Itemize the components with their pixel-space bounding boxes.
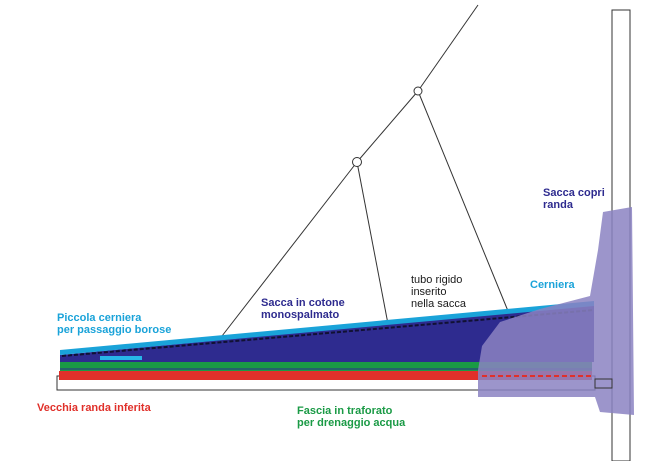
label-line: per drenaggio acqua xyxy=(297,417,406,429)
label-tubo-rigido: tubo rigido inserito nella sacca xyxy=(411,274,466,310)
label-line: inserito xyxy=(411,286,447,298)
label-line: monospalmato xyxy=(261,309,340,321)
label-line: Sacca copri xyxy=(543,187,605,199)
label-cerniera: Cerniera xyxy=(530,279,575,291)
top-zipper xyxy=(60,301,594,355)
label-fascia: Fascia in traforato per drenaggio acqua xyxy=(297,405,405,429)
label-line: randa xyxy=(543,199,573,211)
rigid-tube xyxy=(61,309,595,357)
label-line: Fascia in traforato xyxy=(297,405,393,417)
label-line: Vecchia randa inferita xyxy=(37,402,151,414)
lower-block xyxy=(352,157,362,167)
gooseneck-overlay xyxy=(594,378,613,389)
lazy-jack-lines xyxy=(221,4,509,337)
label-line: nella sacca xyxy=(411,298,467,310)
mesh-band-green xyxy=(60,361,592,371)
label-line: Cerniera xyxy=(530,279,575,291)
label-line: Piccola cerniera xyxy=(57,312,142,324)
label-line: per passaggio borose xyxy=(57,324,172,336)
old-sail-red xyxy=(59,371,592,380)
label-line: Sacca in cotone xyxy=(261,297,345,309)
small-zipper xyxy=(100,356,142,360)
label-piccola-cerniera: Piccola cerniera per passaggio borose xyxy=(57,312,171,336)
label-vecchia-randa: Vecchia randa inferita xyxy=(37,402,151,414)
label-line: tubo rigido xyxy=(411,274,463,286)
label-sacca-copri: Sacca copri randa xyxy=(543,187,605,211)
upper-block xyxy=(413,86,423,96)
mast-cover-bag xyxy=(478,207,634,415)
label-sacca-cotone: Sacca in cotone monospalmato xyxy=(261,297,345,321)
